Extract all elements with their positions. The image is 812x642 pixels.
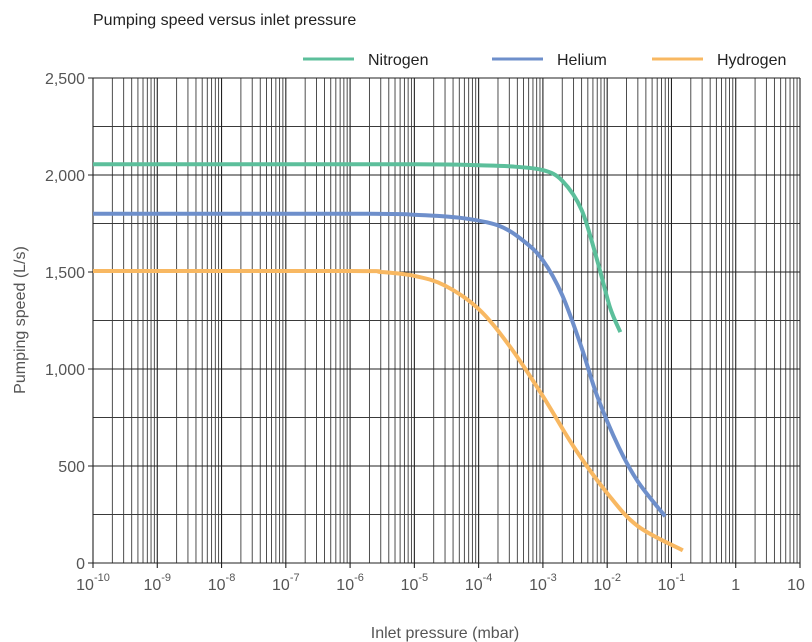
legend: Nitrogen Helium Hydrogen <box>303 52 786 69</box>
y-tick-label: 0 <box>76 556 85 573</box>
series-lines <box>92 162 684 553</box>
major-gridlines <box>88 77 801 568</box>
y-tick-label: 500 <box>58 459 85 476</box>
x-tick-label: 10 <box>787 577 805 594</box>
legend-label-hydrogen: Hydrogen <box>717 52 786 69</box>
x-tick-label: 10-6 <box>336 572 364 594</box>
y-tick-label: 1,000 <box>45 362 85 379</box>
x-tick-label: 10-4 <box>465 572 493 594</box>
legend-label-helium: Helium <box>557 52 607 69</box>
series-line-hydrogen <box>92 268 684 553</box>
chart-title: Pumping speed versus inlet pressure <box>93 12 356 29</box>
x-axis-label: Inlet pressure (mbar) <box>371 625 520 642</box>
x-tick-label: 10-3 <box>529 572 557 594</box>
series-line-helium <box>92 211 667 518</box>
minor-gridlines <box>93 78 800 563</box>
x-tick-label: 10-8 <box>208 572 236 594</box>
x-tick-label: 10-7 <box>272 572 300 594</box>
x-tick-label: 1 <box>731 577 740 594</box>
y-tick-label: 1,500 <box>45 265 85 282</box>
y-tick-labels: 0 500 1,000 1,500 2,000 2,500 <box>45 71 85 573</box>
legend-label-nitrogen: Nitrogen <box>368 52 428 69</box>
x-tick-labels: 10-10 10-9 10-8 10-7 10-6 10-5 10-4 10-3 10-2 10-… <box>76 572 805 594</box>
x-tick-label: 10-1 <box>658 572 686 594</box>
x-tick-label: 10-5 <box>401 572 429 594</box>
y-axis-label: Pumping speed (L/s) <box>12 246 29 394</box>
series-line-nitrogen <box>92 162 623 333</box>
y-tick-label: 2,000 <box>45 168 85 185</box>
x-tick-label: 10-2 <box>593 572 621 594</box>
x-tick-label: 10-10 <box>76 572 110 594</box>
y-tick-label: 2,500 <box>45 71 85 88</box>
x-tick-label: 10-9 <box>143 572 171 594</box>
